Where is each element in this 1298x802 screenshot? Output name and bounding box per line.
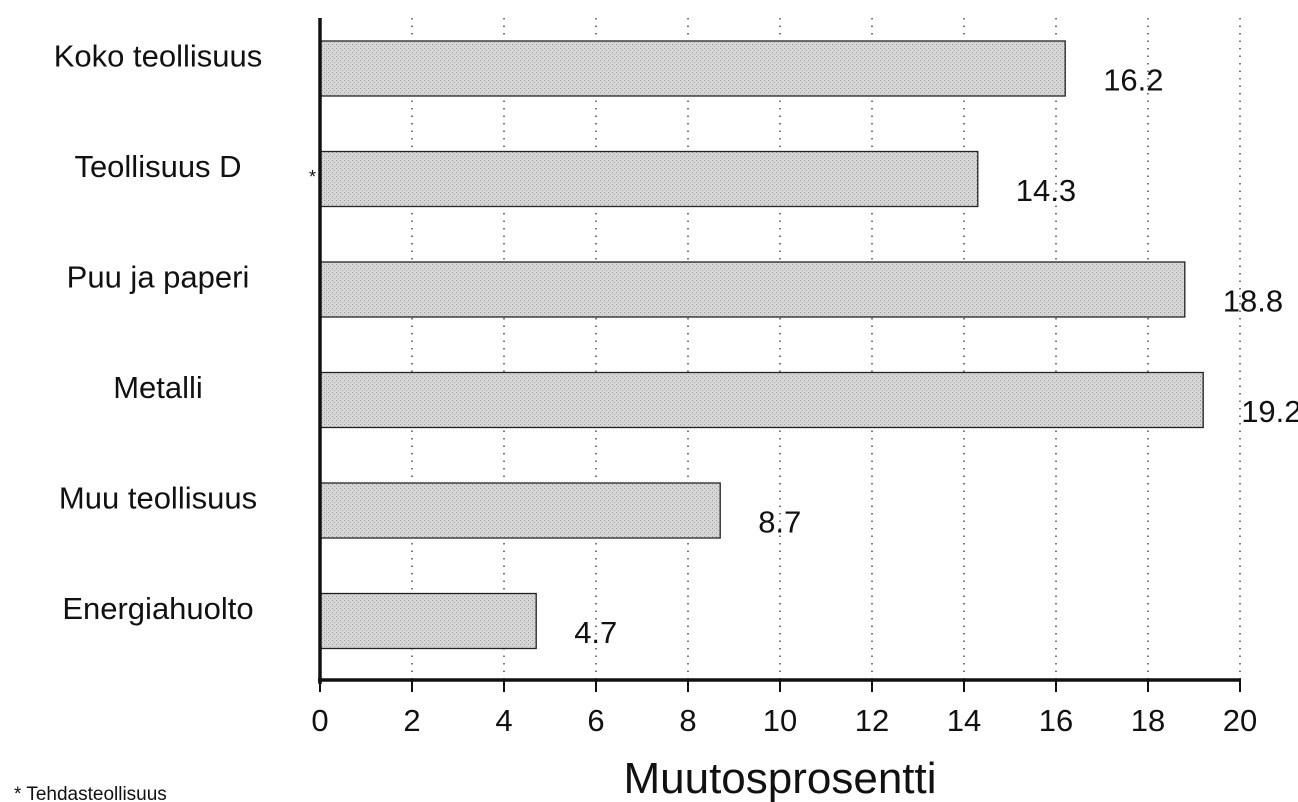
category-label: Muu teollisuus (59, 481, 257, 516)
x-tick-label: 18 (1131, 703, 1165, 738)
x-tick-label: 6 (587, 703, 604, 738)
category-label: Metalli (113, 370, 203, 405)
bar (319, 482, 721, 539)
axes-group (318, 18, 1241, 692)
bar (319, 371, 1204, 429)
value-label: 4.7 (574, 615, 617, 650)
x-tick-label: 10 (763, 703, 797, 738)
x-tick-label: 16 (1039, 703, 1073, 738)
x-axis-title: Muutosprosentti (623, 754, 936, 802)
category-labels: Koko teollisuus Teollisuus D * Puu ja paper… (54, 39, 316, 627)
value-label: 19.2 (1241, 394, 1298, 429)
value-label: 18.8 (1223, 284, 1283, 319)
bars-group (319, 40, 1204, 650)
category-label: Puu ja paperi (67, 260, 250, 295)
footnote: * Tehdasteollisuus (14, 784, 167, 802)
x-tick-label: 8 (679, 703, 696, 738)
category-label: Energiahuolto (62, 591, 253, 626)
value-label: 8.7 (758, 505, 801, 540)
bar (319, 150, 979, 208)
category-label: Koko teollisuus (54, 39, 263, 74)
x-tick-label: 20 (1223, 703, 1257, 738)
value-label: 16.2 (1103, 63, 1163, 98)
x-tick-label: 2 (403, 703, 420, 738)
bar (319, 592, 537, 650)
footnote-marker: * (309, 167, 316, 187)
bar (319, 40, 1066, 97)
category-label: Teollisuus D (74, 149, 241, 184)
x-tick-label: 14 (947, 703, 981, 738)
value-label: 14.3 (1016, 173, 1076, 208)
bar (319, 261, 1186, 318)
x-tick-label: 0 (311, 703, 328, 738)
x-tick-label: 4 (495, 703, 512, 738)
x-tick-labels: 0 2 4 6 8 10 12 14 16 18 20 (311, 703, 1257, 738)
grid-lines (411, 18, 1241, 680)
value-labels: 16.2 14.3 18.8 19.2 8.7 4.7 (574, 63, 1298, 651)
x-tick-label: 12 (855, 703, 889, 738)
